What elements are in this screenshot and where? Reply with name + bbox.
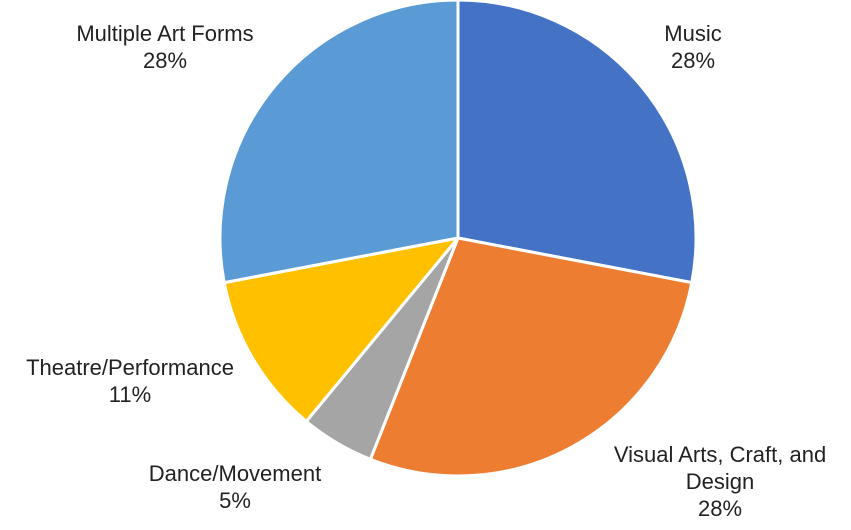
- slice-label-text: Multiple Art Forms: [76, 21, 254, 46]
- slice-label-text: Visual Arts, Craft, and: [613, 442, 827, 467]
- slice-label-text: Dance/Movement: [148, 461, 322, 486]
- slice-value-label: 28%: [670, 48, 716, 73]
- slice-label-text: Music: [664, 21, 722, 46]
- slice-value-label: 28%: [142, 48, 188, 73]
- pie-slice-multiple-art-forms: [218, 0, 460, 285]
- slice-label-theatre: Theatre/Performance 11%: [0, 354, 260, 408]
- pie-slice-visual-arts-craft-and-design: [368, 236, 694, 478]
- slice-value-label: 28%: [697, 496, 743, 521]
- pie-slice-theatre-performance: [222, 236, 460, 423]
- slice-value-label: 5%: [219, 488, 251, 513]
- pie-slice-music: [456, 0, 698, 285]
- slice-label-music: Music 28%: [638, 20, 748, 74]
- slice-label-dance: Dance/Movement 5%: [120, 460, 350, 514]
- slice-label-multiple-art-forms: Multiple Art Forms 28%: [45, 20, 285, 74]
- slice-label-visual-arts: Visual Arts, Craft, and Design 28%: [590, 441, 850, 522]
- slice-label-text-line-2: Design: [685, 469, 755, 494]
- slice-value-label: 11%: [108, 382, 152, 407]
- slice-label-text: Theatre/Performance: [26, 355, 234, 380]
